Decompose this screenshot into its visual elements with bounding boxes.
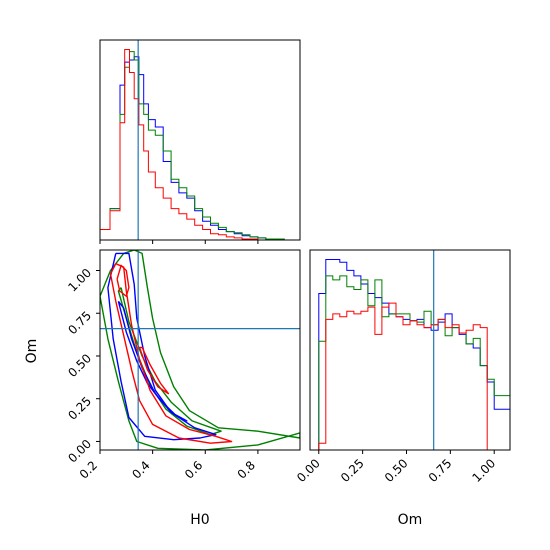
om-histogram-bins: [310, 259, 511, 451]
x-axis-title-om: Om: [398, 512, 423, 528]
h0-hist-series-3: [99, 49, 300, 241]
h0-histogram-ticks: [99, 240, 259, 244]
contour-frame: [99, 249, 301, 451]
contour-line-4: [117, 300, 188, 422]
om-histogram-panel: 0.00 0.25 0.50 0.75 1.00 Om: [294, 249, 511, 528]
y-axis-title-om: Om: [24, 339, 40, 364]
x-axis-title-h0: H0: [190, 512, 209, 528]
h0-histogram-panel: [99, 39, 301, 244]
om-histogram-frame: [309, 249, 511, 451]
om-hist-series-3: [310, 302, 510, 451]
contour-line-6: [116, 264, 130, 297]
contour-line-5: [109, 263, 233, 444]
contour-line-3: [107, 252, 217, 441]
contour-line-7: [138, 346, 170, 395]
h0-histogram-frame: [99, 39, 301, 241]
h0-histogram-bins: [99, 49, 300, 241]
